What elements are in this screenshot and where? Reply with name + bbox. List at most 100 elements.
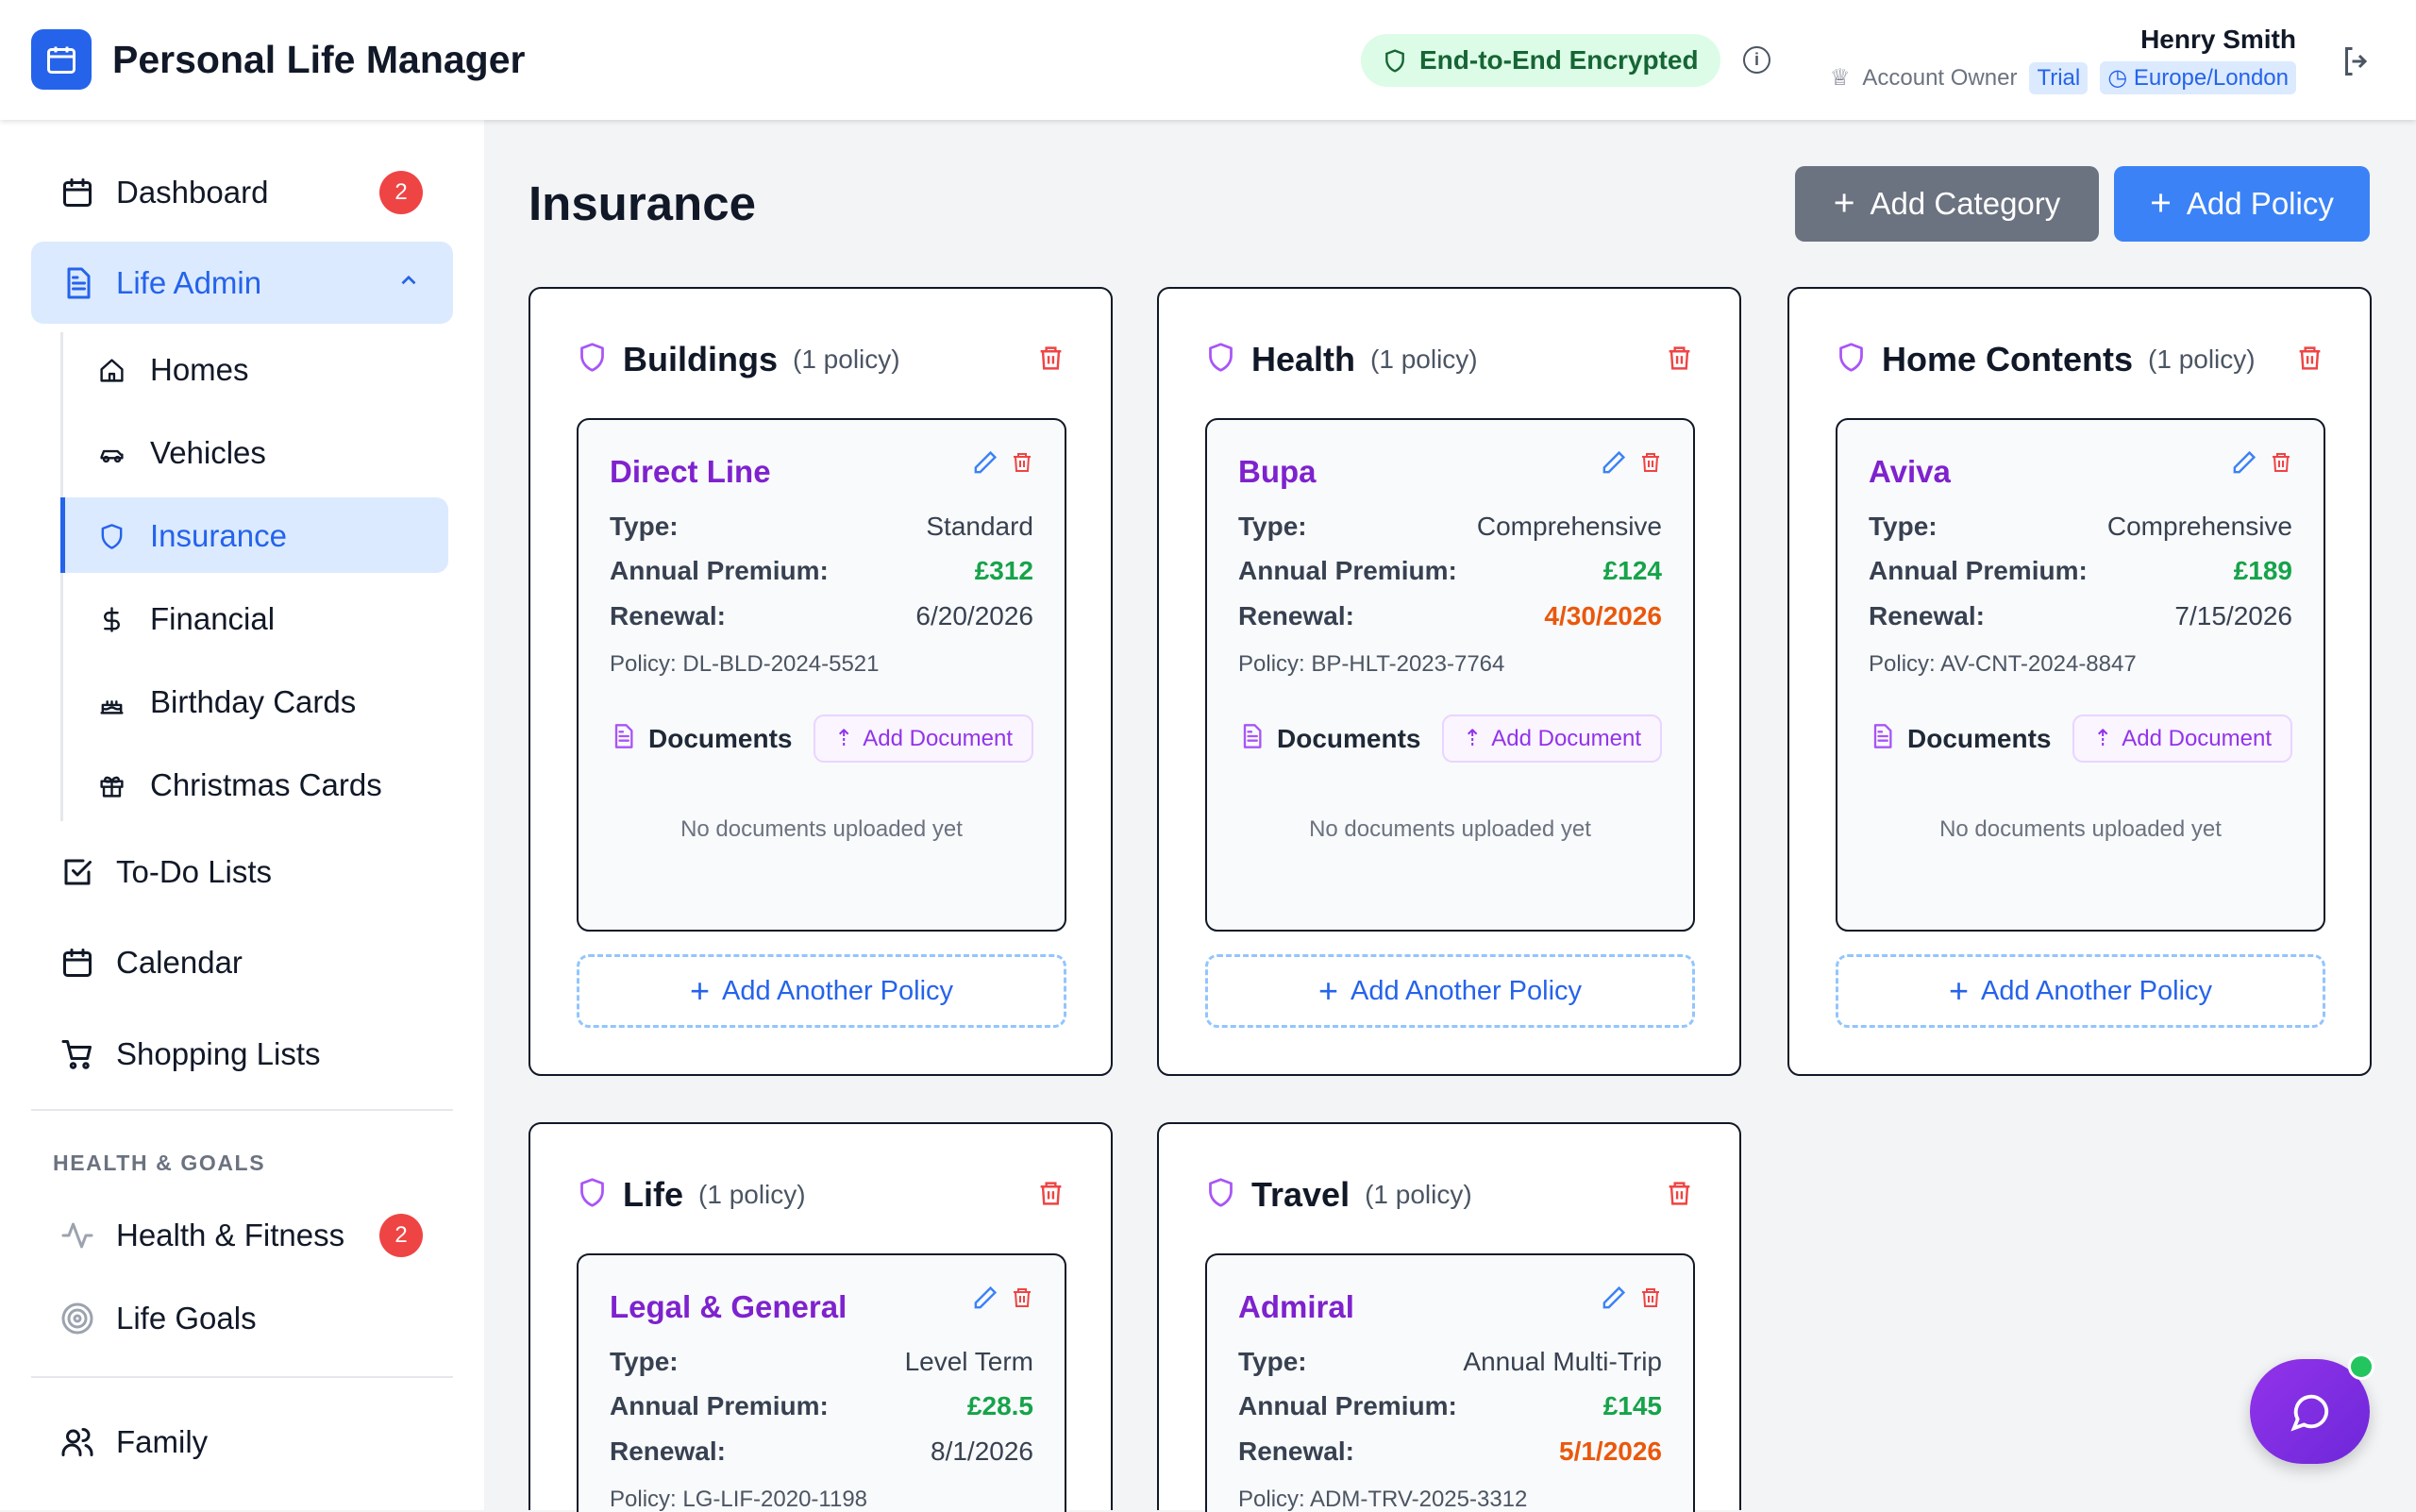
documents-section: Documents ⇡ Add Document — [1869, 714, 2292, 763]
delete-policy-trash-icon[interactable] — [1011, 1285, 1033, 1317]
chat-button[interactable] — [2250, 1359, 2370, 1464]
shield-icon — [1205, 342, 1236, 378]
policy-renewal: 7/15/2026 — [2174, 601, 2292, 630]
policy-number: Policy: LG-LIF-2020-1198 — [610, 1487, 868, 1512]
delete-category-trash-icon[interactable] — [1666, 343, 1693, 378]
delete-category-trash-icon[interactable] — [1037, 1178, 1065, 1214]
add-category-button[interactable]: + Add Category — [1795, 166, 2099, 242]
policy-renewal: 6/20/2026 — [915, 601, 1033, 630]
category-header: Home Contents (1 policy) — [1836, 340, 2324, 379]
add-document-button[interactable]: ⇡ Add Document — [814, 714, 1033, 763]
type-label: Type: — [1869, 512, 1938, 541]
policy-provider: Direct Line — [610, 454, 771, 489]
policy-type-row: Type: Comprehensive — [1869, 512, 2292, 542]
sidebar-item-label: Homes — [150, 352, 249, 387]
sidebar-item-health-fitness[interactable]: Health & Fitness — [60, 1214, 344, 1257]
policy-renewal: 8/1/2026 — [931, 1436, 1033, 1466]
premium-label: Annual Premium: — [610, 556, 829, 585]
sidebar-item-life-admin[interactable]: Life Admin — [60, 261, 261, 305]
sidebar-item-financial[interactable]: Financial — [94, 597, 275, 641]
user-role: Account Owner — [1862, 64, 2018, 91]
delete-category-trash-icon[interactable] — [1666, 1178, 1693, 1214]
category-header: Health (1 policy) — [1205, 340, 1693, 379]
shield-icon — [577, 342, 608, 378]
chevron-up-icon[interactable] — [396, 268, 421, 297]
logout-icon[interactable] — [2340, 44, 2374, 83]
sidebar-item-to-do-lists[interactable]: To-Do Lists — [60, 850, 272, 894]
sidebar-item-label: Financial — [150, 601, 276, 636]
sidebar-item-calendar[interactable]: Calendar — [60, 941, 243, 984]
cake-icon — [94, 685, 128, 719]
type-label: Type: — [1238, 512, 1307, 541]
policy-premium: £189 — [2233, 556, 2292, 585]
add-another-policy-button[interactable]: + Add Another Policy — [1836, 954, 2325, 1028]
policy-premium: £124 — [1602, 556, 1662, 585]
policy-number: Policy: ADM-TRV-2025-3312 — [1238, 1487, 1528, 1512]
sidebar-item-christmas-cards[interactable]: Christmas Cards — [94, 764, 382, 807]
category-name: Buildings — [623, 340, 778, 378]
sidebar-item-birthday-cards[interactable]: Birthday Cards — [94, 680, 356, 724]
submenu-line — [60, 332, 63, 821]
add-document-button[interactable]: ⇡ Add Document — [1442, 714, 1662, 763]
add-policy-label: Add Policy — [2186, 186, 2334, 221]
sidebar-item-shopping-lists[interactable]: Shopping Lists — [60, 1033, 320, 1076]
category-name: Home Contents — [1882, 340, 2134, 378]
edit-pencil-icon[interactable] — [971, 449, 998, 481]
info-icon[interactable]: i — [1743, 46, 1770, 74]
renewal-label: Renewal: — [610, 1436, 726, 1466]
renewal-label: Renewal: — [610, 601, 726, 630]
target-icon — [60, 1302, 94, 1336]
shield-icon — [1836, 342, 1867, 378]
car-icon — [94, 436, 128, 470]
checkbox-icon — [60, 855, 94, 889]
delete-category-trash-icon[interactable] — [2296, 343, 2324, 378]
add-policy-button[interactable]: + Add Policy — [2114, 166, 2370, 242]
add-another-policy-button[interactable]: + Add Another Policy — [577, 954, 1066, 1028]
edit-pencil-icon[interactable] — [971, 1285, 998, 1317]
policy-premium: £145 — [1602, 1391, 1662, 1420]
users-icon — [60, 1425, 94, 1459]
delete-policy-trash-icon[interactable] — [1639, 1285, 1662, 1317]
edit-pencil-icon[interactable] — [1600, 449, 1627, 481]
documents-section: Documents ⇡ Add Document — [1238, 714, 1662, 763]
notification-badge: 2 — [379, 1214, 423, 1257]
documents-label: Documents — [1907, 723, 2052, 753]
renewal-label: Renewal: — [1869, 601, 1985, 630]
timezone-badge: ◷ Europe/London — [2100, 61, 2296, 94]
policy-premium-row: Annual Premium: £28.5 — [610, 1391, 1033, 1421]
documents-label: Documents — [648, 723, 793, 753]
clock-icon: ◷ — [2107, 65, 2134, 91]
add-another-policy-label: Add Another Policy — [1980, 975, 2213, 1006]
delete-policy-trash-icon[interactable] — [2270, 449, 2292, 481]
encryption-label: End-to-End Encrypted — [1419, 45, 1699, 75]
gift-icon — [94, 768, 128, 802]
policy-type: Annual Multi-Trip — [1463, 1347, 1662, 1376]
sidebar-item-family[interactable]: Family — [60, 1420, 208, 1464]
type-label: Type: — [610, 1347, 679, 1376]
sidebar-item-insurance[interactable]: Insurance — [94, 514, 287, 558]
sidebar-item-label: Shopping Lists — [116, 1036, 321, 1071]
life-admin-highlight — [31, 242, 453, 324]
edit-pencil-icon[interactable] — [2230, 449, 2257, 481]
delete-policy-trash-icon[interactable] — [1639, 449, 1662, 481]
sidebar-item-vehicles[interactable]: Vehicles — [94, 431, 266, 475]
sidebar-item-dashboard[interactable]: Dashboard — [60, 171, 268, 214]
add-document-button[interactable]: ⇡ Add Document — [2072, 714, 2292, 763]
sidebar-item-label: Insurance — [150, 518, 287, 553]
policy-premium-row: Annual Premium: £189 — [1869, 556, 2292, 586]
delete-category-trash-icon[interactable] — [1037, 343, 1065, 378]
policy-renewal: 4/30/2026 — [1544, 601, 1662, 630]
delete-policy-trash-icon[interactable] — [1011, 449, 1033, 481]
policy-provider: Admiral — [1238, 1289, 1354, 1324]
policy-card: Direct Line Type: Standard Annual Premium… — [577, 418, 1066, 932]
plus-icon: + — [1833, 183, 1855, 224]
sidebar-item-life-goals[interactable]: Life Goals — [60, 1297, 257, 1340]
sidebar-item-label: Birthday Cards — [150, 684, 357, 719]
shield-icon — [577, 1177, 608, 1213]
edit-pencil-icon[interactable] — [1600, 1285, 1627, 1317]
divider — [31, 1376, 453, 1378]
add-another-policy-label: Add Another Policy — [721, 975, 954, 1006]
policy-number: Policy: DL-BLD-2024-5521 — [610, 651, 880, 677]
add-another-policy-button[interactable]: + Add Another Policy — [1205, 954, 1695, 1028]
sidebar-item-homes[interactable]: Homes — [94, 348, 249, 392]
